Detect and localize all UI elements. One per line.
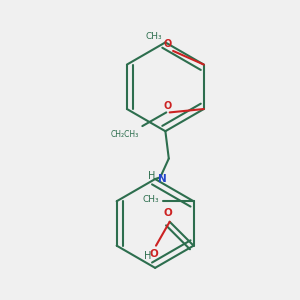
Text: O: O [163,39,171,49]
Text: CH₃: CH₃ [143,195,159,204]
Text: O: O [164,208,172,218]
Text: CH₃: CH₃ [146,32,163,41]
Text: O: O [150,249,159,259]
Text: N: N [158,174,166,184]
Text: H: H [148,171,155,181]
Text: CH₂CH₃: CH₂CH₃ [111,130,139,139]
Text: H: H [144,251,151,261]
Text: O: O [163,101,171,111]
